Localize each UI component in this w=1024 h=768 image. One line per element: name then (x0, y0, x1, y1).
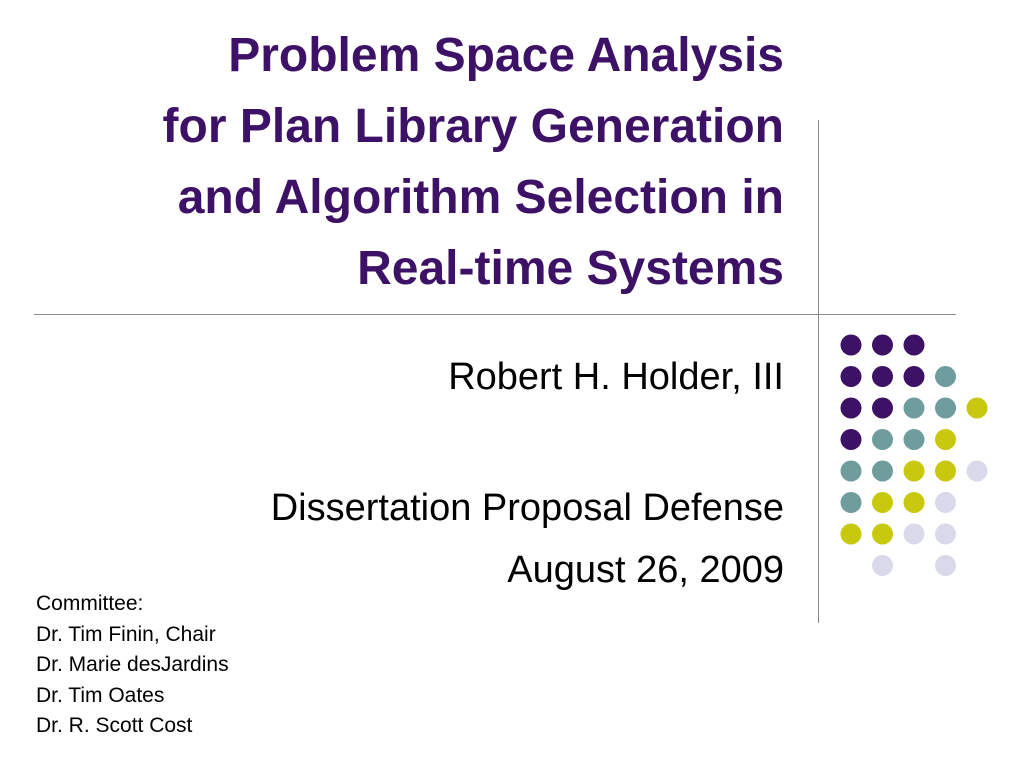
decorative-dot (935, 366, 956, 387)
committee-member: Dr. Marie desJardins (36, 653, 229, 676)
decorative-dot (872, 334, 893, 356)
decorative-dot (903, 397, 925, 419)
committee-member: Dr. Tim Finin, Chair (36, 622, 216, 646)
decorative-dot (903, 366, 925, 387)
event-name: Dissertation Proposal Defense (270, 487, 784, 529)
decorative-dot (840, 492, 862, 513)
vertical-divider (818, 120, 819, 623)
title-line: for Plan Library Generation (162, 100, 784, 153)
decorative-dot (935, 492, 956, 513)
decorative-dot (872, 460, 893, 482)
decorative-dot (935, 460, 956, 482)
decorative-dot (966, 397, 988, 419)
decorative-dot (840, 366, 862, 387)
decorative-dot (840, 523, 862, 545)
decorative-dot (966, 460, 988, 482)
title-line: Problem Space Analysis (228, 29, 784, 82)
decorative-dot (872, 397, 893, 419)
decorative-dot (872, 523, 893, 545)
decorative-dot (935, 397, 956, 419)
decorative-dot (872, 555, 893, 576)
slide-title: Problem Space Analysis for Plan Library … (20, 20, 784, 304)
committee-list: Committee: Dr. Tim Finin, Chair Dr. Mari… (36, 589, 229, 742)
decorative-dot (840, 397, 862, 419)
decorative-dot (872, 492, 893, 513)
decorative-dot (840, 429, 862, 450)
horizontal-divider (34, 314, 956, 315)
decorative-dot (903, 523, 925, 545)
title-line: and Algorithm Selection in (177, 171, 784, 224)
committee-member: Dr. Tim Oates (36, 683, 165, 707)
committee-heading: Committee: (36, 592, 144, 615)
presentation-date: August 26, 2009 (507, 549, 784, 591)
committee-member: Dr. R. Scott Cost (36, 714, 193, 737)
decorative-dot (872, 429, 893, 450)
author-name: Robert H. Holder, III (448, 356, 784, 398)
decorative-dot (935, 429, 956, 450)
title-line: Real-time Systems (357, 242, 784, 295)
decorative-dot (903, 492, 925, 513)
decorative-dot (935, 523, 956, 545)
decorative-dot (903, 429, 925, 450)
decorative-dot (935, 555, 956, 576)
decorative-dot (872, 366, 893, 387)
decorative-dot (903, 460, 925, 482)
decorative-dot (840, 334, 862, 356)
decorative-dot (903, 334, 925, 356)
decorative-dot (840, 460, 862, 482)
